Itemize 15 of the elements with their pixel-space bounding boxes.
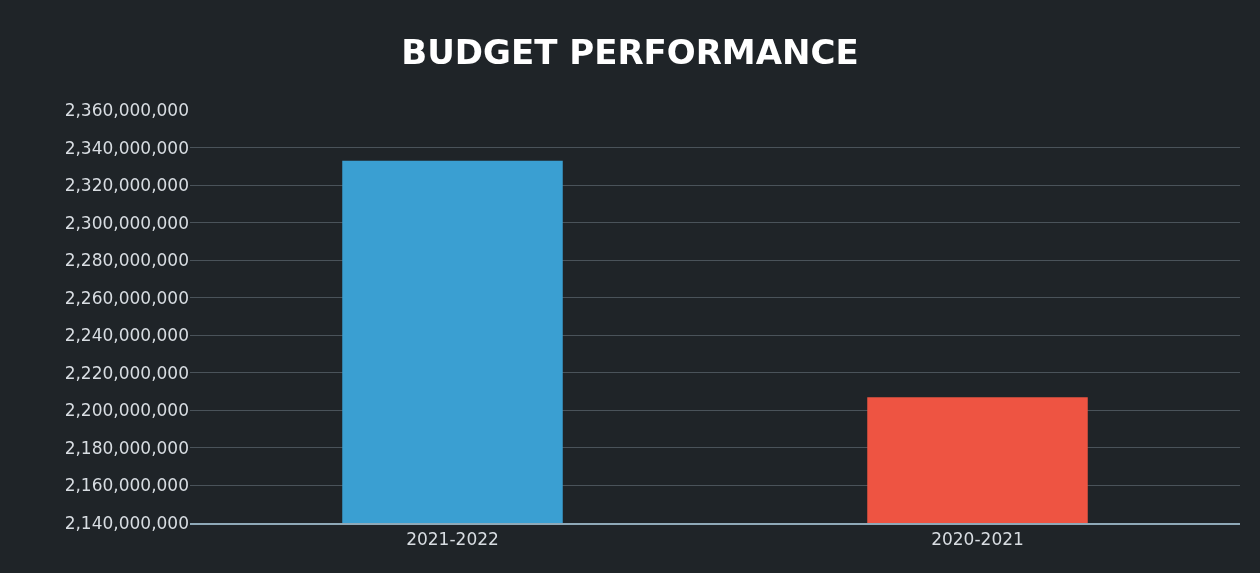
y-tick-label: 2,300,000,000 [64,212,189,233]
y-tick-label: 2,280,000,000 [64,250,189,271]
y-tick-label: 2,340,000,000 [64,137,189,158]
y-tick-label: 2,180,000,000 [64,437,189,458]
y-tick-label: 2,220,000,000 [64,362,189,383]
y-tick-label: 2,200,000,000 [64,400,189,421]
chart-title: BUDGET PERFORMANCE [401,31,859,72]
y-tick-label: 2,360,000,000 [64,99,189,120]
y-tick-label: 2,160,000,000 [64,475,189,496]
y-tick-label: 2,240,000,000 [64,325,189,346]
x-tick-label: 2020-2021 [931,529,1024,550]
y-tick-label: 2,260,000,000 [64,287,189,308]
y-tick-label: 2,320,000,000 [64,175,189,196]
x-tick-label: 2021-2022 [406,529,499,550]
y-tick-label: 2,140,000,000 [64,512,189,533]
